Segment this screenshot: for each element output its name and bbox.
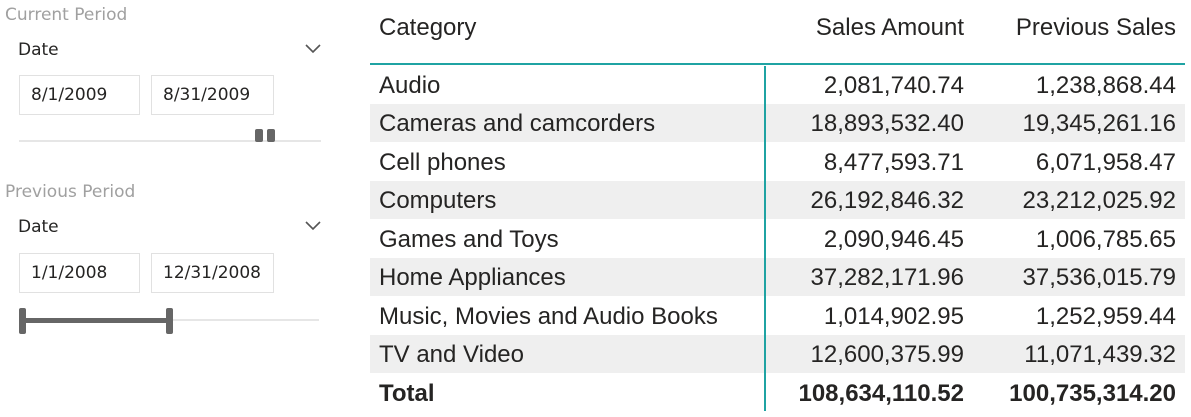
table-header: Category Sales Amount Previous Sales <box>370 0 1185 62</box>
previous-slider-selected-range <box>21 318 171 323</box>
current-period-slicer: Current Period Date 8/1/2009 8/31/2009 <box>0 0 330 160</box>
cell-previous-sales: 1,006,785.65 <box>1035 226 1176 253</box>
cell-category: Cell phones <box>379 149 506 176</box>
cell-previous-sales: 11,071,439.32 <box>1024 341 1176 368</box>
chevron-down-icon[interactable] <box>305 44 321 54</box>
total-sales-amount: 108,634,110.52 <box>798 380 964 407</box>
previous-period-field-label: Date <box>18 217 59 237</box>
total-label: Total <box>379 380 435 407</box>
current-slider-end-handle[interactable] <box>267 129 275 142</box>
current-slider-start-handle[interactable] <box>255 129 263 142</box>
table-total-row: Total 108,634,110.52 100,735,314.20 <box>370 374 1185 412</box>
previous-period-slicer: Previous Period Date 1/1/2008 12/31/2008 <box>0 0 330 340</box>
chevron-down-icon[interactable] <box>305 221 321 231</box>
table-row: TV and Video 12,600,375.99 11,071,439.32 <box>370 335 1185 373</box>
header-sales-amount[interactable]: Sales Amount <box>815 14 964 41</box>
cell-previous-sales: 19,345,261.16 <box>1022 110 1176 137</box>
total-previous-sales: 100,735,314.20 <box>1009 380 1176 407</box>
cell-sales-amount: 37,282,171.96 <box>810 264 964 291</box>
cell-sales-amount: 2,090,946.45 <box>823 226 964 253</box>
table-row: Home Appliances 37,282,171.96 37,536,015… <box>370 258 1185 296</box>
cell-previous-sales: 37,536,015.79 <box>1022 264 1176 291</box>
previous-slider-end-handle[interactable] <box>166 308 173 334</box>
cell-category: Audio <box>379 72 441 99</box>
current-slider-track[interactable] <box>19 140 321 142</box>
column-divider <box>764 66 766 411</box>
cell-sales-amount: 12,600,375.99 <box>810 341 964 368</box>
table-row: Games and Toys 2,090,946.45 1,006,785.65 <box>370 220 1185 258</box>
header-category[interactable]: Category <box>379 14 477 41</box>
current-period-title: Current Period <box>5 5 128 25</box>
cell-category: TV and Video <box>379 341 524 368</box>
header-divider <box>370 63 1185 65</box>
cell-previous-sales: 1,252,959.44 <box>1035 303 1176 330</box>
current-start-date-input[interactable]: 8/1/2009 <box>19 75 140 115</box>
cell-sales-amount: 18,893,532.40 <box>810 110 964 137</box>
header-previous-sales[interactable]: Previous Sales <box>1015 14 1176 41</box>
table-row: Cameras and camcorders 18,893,532.40 19,… <box>370 104 1185 142</box>
cell-category: Cameras and camcorders <box>379 110 656 137</box>
cell-category: Computers <box>379 187 497 214</box>
cell-sales-amount: 26,192,846.32 <box>810 187 964 214</box>
cell-previous-sales: 6,071,958.47 <box>1035 149 1176 176</box>
cell-previous-sales: 23,212,025.92 <box>1022 187 1176 214</box>
table-row: Cell phones 8,477,593.71 6,071,958.47 <box>370 143 1185 181</box>
previous-slider-start-handle[interactable] <box>19 308 26 334</box>
table-row: Music, Movies and Audio Books 1,014,902.… <box>370 297 1185 335</box>
current-period-field-label: Date <box>18 40 59 60</box>
cell-category: Games and Toys <box>379 226 559 253</box>
previous-period-title: Previous Period <box>5 182 136 202</box>
cell-previous-sales: 1,238,868.44 <box>1035 72 1176 99</box>
cell-sales-amount: 8,477,593.71 <box>823 149 964 176</box>
previous-start-date-input[interactable]: 1/1/2008 <box>19 253 140 293</box>
cell-category: Music, Movies and Audio Books <box>379 303 718 330</box>
cell-sales-amount: 1,014,902.95 <box>823 303 964 330</box>
previous-end-date-input[interactable]: 12/31/2008 <box>151 253 274 293</box>
cell-sales-amount: 2,081,740.74 <box>823 72 964 99</box>
table-row: Computers 26,192,846.32 23,212,025.92 <box>370 181 1185 219</box>
cell-category: Home Appliances <box>379 264 566 291</box>
current-end-date-input[interactable]: 8/31/2009 <box>151 75 274 115</box>
table-row: Audio 2,081,740.74 1,238,868.44 <box>370 66 1185 104</box>
